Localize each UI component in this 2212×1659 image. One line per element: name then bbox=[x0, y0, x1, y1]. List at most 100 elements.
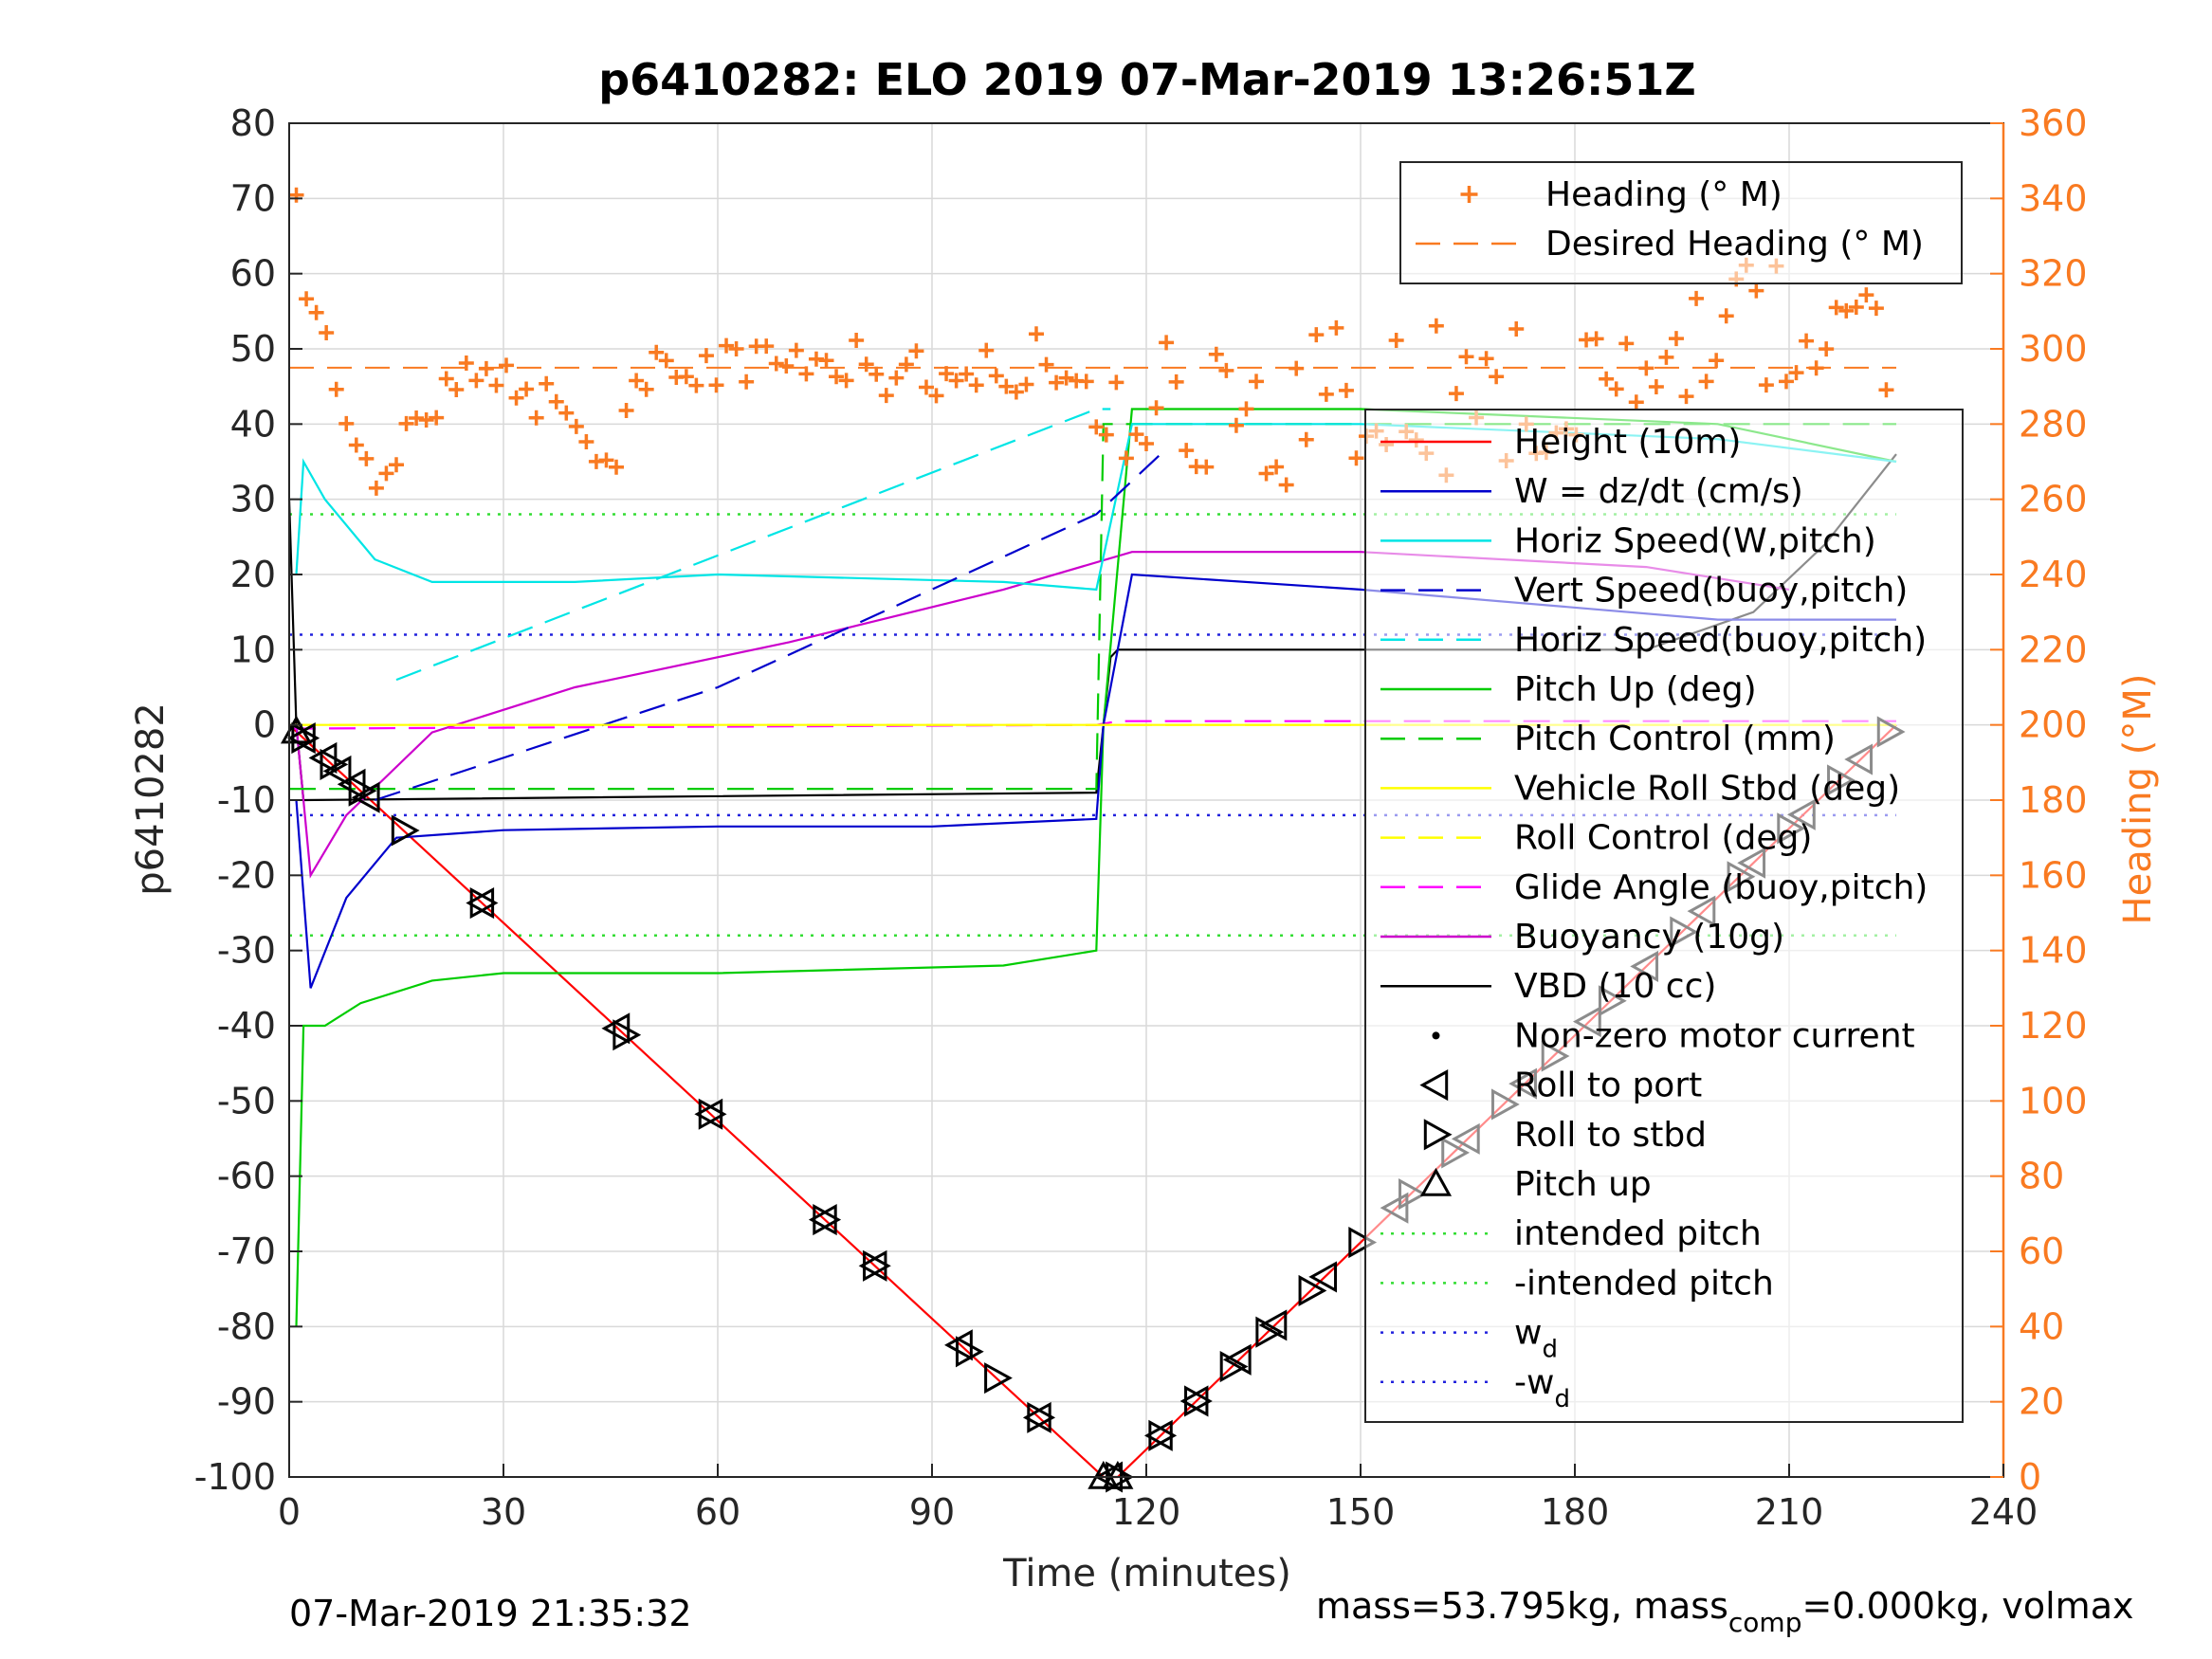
heading-point bbox=[338, 415, 355, 431]
heading-point bbox=[638, 381, 654, 397]
heading-point bbox=[1788, 365, 1804, 381]
reference-lines bbox=[289, 366, 1896, 938]
roll-stbd-marker bbox=[391, 814, 420, 847]
legend-box bbox=[1399, 161, 1963, 284]
heading-point bbox=[448, 381, 465, 397]
heading-point bbox=[1508, 321, 1525, 337]
heading-point bbox=[1648, 378, 1664, 394]
y-tick-label: 80 bbox=[230, 102, 276, 144]
legend-sample bbox=[1419, 1069, 1449, 1102]
right-tick-label: 100 bbox=[2019, 1080, 2088, 1121]
heading-point bbox=[798, 366, 814, 382]
heading-point bbox=[1858, 287, 1874, 303]
heading-point bbox=[1698, 374, 1714, 390]
x-tick-label: 60 bbox=[695, 1491, 740, 1533]
heading-point bbox=[698, 348, 714, 364]
heading-point bbox=[1828, 300, 1844, 316]
heading-point bbox=[759, 338, 775, 355]
heading-point bbox=[1289, 360, 1305, 376]
legend-sample bbox=[1419, 1167, 1453, 1196]
heading-point bbox=[1228, 417, 1244, 433]
right-tick-label: 180 bbox=[2019, 779, 2088, 821]
legend-label: VBD (10 cc) bbox=[1514, 967, 1716, 1006]
heading-point bbox=[488, 377, 504, 393]
legend-label: Roll to stbd bbox=[1514, 1116, 1707, 1155]
heading-point bbox=[649, 344, 665, 360]
y-tick-label: 60 bbox=[230, 253, 276, 295]
legend-label: Glide Angle (buoy,pitch) bbox=[1514, 868, 1928, 907]
y-tick-label: -40 bbox=[217, 1005, 276, 1047]
heading-point bbox=[1078, 374, 1094, 390]
roll-port-marker bbox=[1222, 1343, 1252, 1376]
heading-point bbox=[308, 304, 324, 320]
y-tick-label: -60 bbox=[217, 1156, 276, 1197]
x-tick-label: 0 bbox=[278, 1491, 301, 1533]
heading-point bbox=[678, 369, 694, 385]
heading-point bbox=[1128, 427, 1144, 443]
roll-stbd-marker bbox=[469, 887, 499, 920]
right-tick-label: 260 bbox=[2019, 479, 2088, 520]
legend-box bbox=[1364, 409, 1964, 1423]
series-line bbox=[295, 423, 1897, 592]
heading-point bbox=[1108, 374, 1124, 391]
heading-point bbox=[1709, 353, 1725, 369]
y-tick-label: -80 bbox=[217, 1305, 276, 1347]
heading-point bbox=[438, 371, 454, 387]
heading-point bbox=[778, 357, 795, 374]
right-tick-label: 120 bbox=[2019, 1005, 2088, 1047]
y-tick-label: -30 bbox=[217, 930, 276, 972]
heading-point bbox=[1139, 436, 1154, 452]
heading-point bbox=[378, 465, 394, 482]
heading-point bbox=[358, 450, 375, 466]
series-legend: Height (10m) W = dz/dt (cm/s) Horiz Speed(… bbox=[1364, 409, 1964, 1423]
roll-stbd-marker bbox=[1348, 1226, 1378, 1259]
series-line bbox=[295, 408, 1897, 1327]
roll-port-marker bbox=[1308, 1261, 1338, 1293]
x-tick-label: 210 bbox=[1755, 1491, 1824, 1533]
heading-point bbox=[548, 393, 564, 410]
heading-point bbox=[1308, 327, 1325, 343]
heading-point bbox=[918, 379, 934, 395]
y-tick-label: 10 bbox=[230, 629, 276, 670]
heading-point bbox=[1808, 360, 1824, 376]
heading-legend: Heading (° M) Desired Heading (° M) bbox=[1399, 161, 1963, 284]
heading-point bbox=[609, 459, 625, 475]
roll-stbd-marker bbox=[348, 775, 377, 807]
heading-point bbox=[1819, 341, 1835, 357]
right-tick-label: 20 bbox=[2019, 1381, 2064, 1423]
heading-point bbox=[319, 324, 335, 340]
right-tick-label: 320 bbox=[2019, 253, 2088, 295]
heading-point bbox=[998, 378, 1015, 394]
heading-point bbox=[578, 433, 594, 449]
right-y-axis-label: Heading (°M) bbox=[2116, 674, 2160, 925]
heading-point bbox=[618, 402, 634, 418]
roll-stbd-marker bbox=[1255, 1316, 1285, 1348]
roll-stbd-marker bbox=[1298, 1274, 1327, 1307]
right-tick-label: 80 bbox=[2019, 1156, 2064, 1197]
legend-subscript: d bbox=[1554, 1385, 1570, 1413]
heading-point bbox=[1599, 371, 1615, 387]
y-tick-label: -20 bbox=[217, 854, 276, 896]
footer-mass-a: mass=53.795kg, mass bbox=[1316, 1585, 1728, 1627]
footer-mass: mass=53.795kg, masscomp=0.000kg, volmax bbox=[1316, 1585, 2133, 1638]
roll-stbd-marker bbox=[955, 1336, 984, 1368]
legend-label: Roll Control (deg) bbox=[1514, 819, 1812, 858]
heading-point bbox=[908, 343, 924, 359]
heading-point bbox=[1179, 443, 1195, 459]
x-tick-label: 180 bbox=[1541, 1491, 1610, 1533]
legend-label: Height (10m) bbox=[1514, 423, 1741, 462]
heading-point bbox=[868, 366, 885, 382]
heading-point bbox=[1748, 283, 1764, 299]
y-tick-label: -10 bbox=[217, 779, 276, 821]
heading-point bbox=[1018, 376, 1034, 392]
roll-stbd-marker bbox=[984, 1362, 1013, 1395]
heading-point bbox=[1638, 360, 1654, 376]
roll-stbd-marker bbox=[1027, 1401, 1056, 1433]
heading-point bbox=[978, 342, 995, 358]
heading-point bbox=[1148, 400, 1164, 416]
roll-stbd-marker bbox=[612, 1019, 642, 1051]
right-tick-label: 40 bbox=[2019, 1305, 2064, 1347]
heading-point bbox=[1168, 374, 1184, 390]
heading-point bbox=[429, 410, 445, 426]
